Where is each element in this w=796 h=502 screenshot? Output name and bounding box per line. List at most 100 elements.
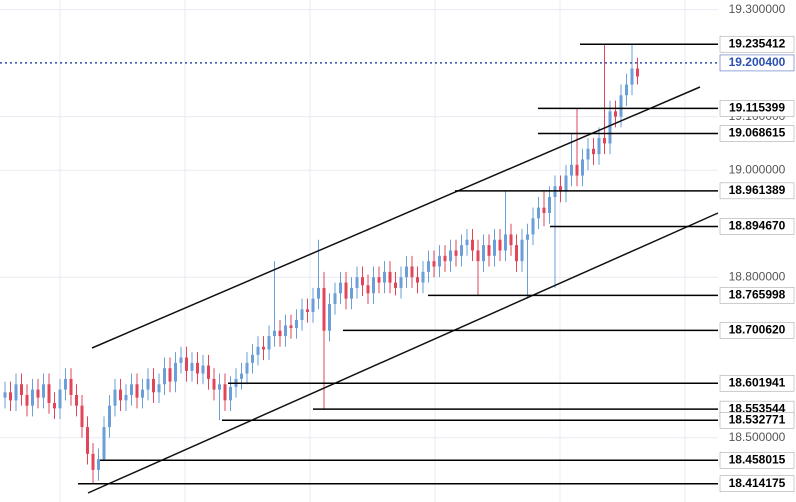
candle-body [157,384,161,393]
candle-body [317,287,320,299]
candle-body [608,111,612,144]
candle-body [410,266,414,278]
candle-body [339,282,342,294]
candle-body [91,453,95,470]
candle-body [223,384,227,401]
candle-body [619,95,623,117]
candle-body [537,207,540,219]
candle-body [372,277,375,294]
level-label-box [719,451,795,469]
candle-body [196,362,199,374]
candle-body [328,303,331,331]
candle-body [201,365,205,374]
candle-body [300,309,304,321]
candle-body [311,298,315,313]
candle-body [31,389,34,406]
candle-body [526,234,529,240]
candle-body [58,389,62,409]
candle-body [427,261,430,272]
candle-body [119,389,122,401]
upper-trendline [91,86,701,349]
candle-body [432,261,436,267]
candle-body [465,239,469,246]
candle-body [438,255,441,267]
candle-body [289,325,293,329]
candle-body [3,392,7,398]
candle-body [207,365,210,379]
candle-body [399,277,403,288]
candle-body [146,378,150,390]
level-label: 18.961389 [729,183,786,197]
y-tick-label: 18.800000 [729,269,786,283]
level-label: 18.458015 [729,452,786,466]
candle-body [636,68,639,77]
candle-body [394,282,397,288]
channel [87,86,719,494]
candle-body [64,378,67,390]
candle-body [377,277,381,283]
candle-body [278,330,282,337]
candle-body [36,389,40,398]
candle-body [355,277,359,288]
candle-body [14,384,18,401]
candle-body [487,245,491,256]
candle-body [130,384,133,395]
level-label: 19.235412 [729,36,786,50]
level-label-box [719,374,795,392]
candle-body [405,266,408,278]
candle-body [322,287,326,331]
candle-body [564,175,568,192]
level-label-box [719,182,795,200]
level-label: 18.601941 [729,375,786,389]
candle-body [245,362,249,374]
y-tick-label: 18.500000 [729,430,786,444]
candle-body [141,389,144,398]
candle-body [416,277,419,283]
candle-body [75,394,78,406]
candle-body [240,373,243,379]
candle-body [350,287,353,299]
candle-body [366,285,370,294]
candle-body [218,384,221,390]
candle-body [295,320,298,329]
candle-body [251,354,254,363]
candle-body [80,405,84,428]
candle-body [113,389,117,406]
candle-body [559,186,562,192]
level-label: 18.700620 [729,323,786,337]
level-label-box [719,287,795,304]
level-label: 18.414175 [729,476,786,490]
candle-body [333,293,337,304]
level-label: 19.068615 [729,126,786,140]
candle-body [262,346,265,350]
candle-body [179,357,183,363]
candle-body [185,357,188,371]
candle-body [47,384,51,403]
y-tick-label: 19.000000 [729,162,786,176]
candle-body [168,368,172,382]
candle-body [256,346,260,355]
candle-body [152,378,155,393]
candle-body [9,392,12,401]
candle-body [586,148,590,160]
candle-body [449,250,452,262]
candle-body [614,111,617,117]
candle-body [603,138,606,144]
candle-body [581,159,584,176]
grid: 18.50000018.80000019.00000019.10000019.3… [0,2,786,444]
candle-body [229,386,232,401]
candle-body [20,384,23,395]
candle-body [515,245,518,262]
candle-body [482,245,485,262]
candles [3,44,639,484]
candle-body [630,68,634,85]
levels: 19.235412 19.115399 19.068615 18.961389 18.8… [0,35,795,492]
candle-body [570,164,573,176]
candle-body [504,234,507,251]
level-label: 18.532771 [729,412,786,426]
level-label-box [719,35,795,53]
candle-body [471,239,474,251]
level-label-box [719,411,795,429]
